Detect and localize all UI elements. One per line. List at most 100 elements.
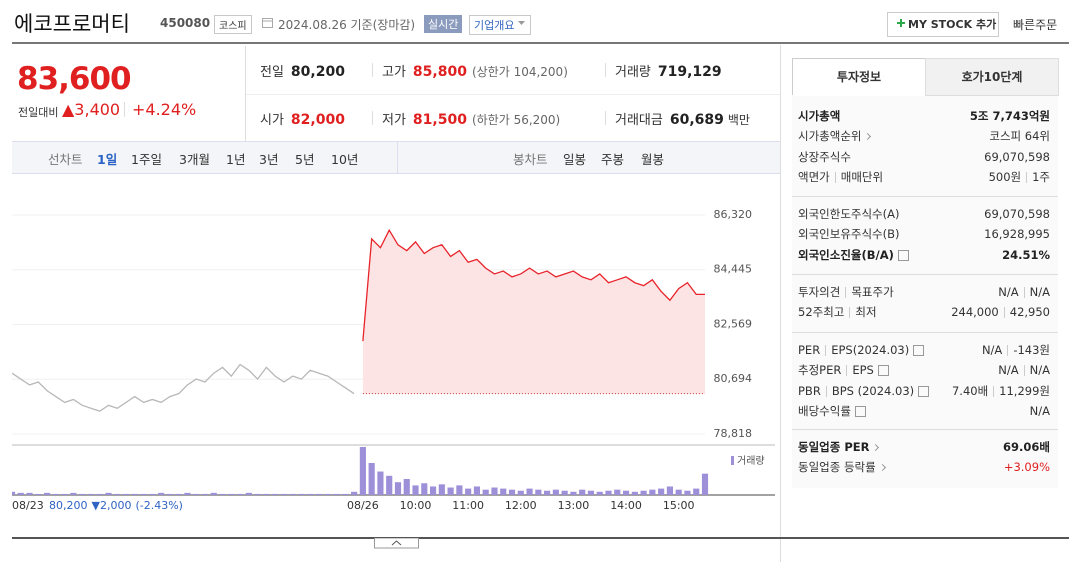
divider — [605, 63, 606, 77]
row-value: 500원 1주 — [989, 167, 1050, 187]
separator — [1026, 171, 1028, 183]
info-row: PER EPS(2024.03) N/A -143원 — [798, 340, 1050, 360]
chart-tab[interactable]: 3개월 — [179, 152, 210, 167]
stat-label: 전일 — [260, 65, 284, 80]
volume-bar — [447, 487, 454, 495]
volume-bar — [684, 490, 691, 495]
separator — [1023, 365, 1025, 377]
chart-tab[interactable]: 주봉 — [601, 152, 625, 167]
label-text: 배당수익률 — [798, 403, 851, 418]
info-row: 시가총액 5조 7,743억원 — [798, 106, 1050, 126]
panel-tab[interactable]: 호가10단계 — [925, 58, 1059, 96]
volume-bar — [175, 493, 182, 495]
label-text: EPS — [852, 363, 874, 378]
volume-bar — [324, 493, 331, 495]
stat-cell: 거래대금 60,689 백만 — [615, 109, 750, 128]
volume-bar — [87, 493, 95, 495]
y-tick-label: 86,320 — [714, 208, 753, 221]
change-label: 전일대비 — [18, 106, 59, 119]
chart-tab[interactable]: 3년 — [259, 152, 279, 167]
volume-bar — [403, 479, 410, 495]
volume-bar — [79, 493, 86, 495]
x-tick-label: 12:00 — [505, 499, 537, 512]
volume-bar — [96, 493, 103, 495]
chart-tab[interactable]: 1년 — [226, 152, 246, 167]
label-text: 외국인소진율(B/A) — [798, 247, 894, 262]
label-text: 액면가 — [798, 169, 830, 184]
mystock-label[interactable]: MY STOCK 추가 — [908, 18, 997, 31]
info-row: 동일업종 PER 69.06배 — [798, 437, 1050, 457]
stat-value: 85,800 — [412, 64, 467, 80]
info-row: 외국인보유주식수(B) 16,928,995 — [798, 224, 1050, 244]
volume-bar — [140, 493, 147, 495]
label-text: 목표주가 — [851, 285, 894, 299]
stat-sub: (하한가 56,200) — [471, 113, 561, 127]
stat-label: 고가 — [382, 65, 406, 80]
separator — [1003, 307, 1005, 319]
chart-tab[interactable]: 5년 — [295, 152, 315, 167]
volume-bar — [394, 482, 402, 495]
stat-cell: 시가 82,000 — [260, 109, 345, 128]
stat-sub: (상한가 104,200) — [471, 65, 568, 79]
footer-rate: (-2.43%) — [135, 499, 183, 512]
volume-bar — [465, 488, 472, 495]
row-label: 동일업종 PER — [798, 437, 880, 457]
value-text: N/A — [998, 285, 1019, 299]
volume-bar — [491, 487, 498, 495]
label-text: 추정PER — [798, 363, 842, 378]
stock-name: 에코프로머티 — [14, 12, 130, 36]
volume-bar — [228, 493, 235, 495]
volume-bar — [412, 485, 419, 495]
separator — [1007, 345, 1009, 356]
separator — [1023, 287, 1025, 298]
current-price: 83,600 — [17, 61, 132, 97]
volume-bar — [526, 488, 533, 495]
mystock-button[interactable] — [887, 12, 999, 37]
tab-label: 봉차트 — [513, 152, 548, 167]
volume-bar — [570, 491, 577, 495]
chart-tab[interactable]: 1주일 — [131, 152, 162, 167]
arrow-icon — [878, 464, 886, 472]
volume-bar — [658, 488, 665, 495]
stat-label: 시가 — [260, 113, 284, 128]
help-icon — [854, 405, 866, 417]
y-tick-label: 84,445 — [714, 263, 753, 276]
info-row: 상장주식수 69,070,598 — [798, 147, 1050, 167]
volume-bar — [237, 493, 244, 495]
line — [362, 228, 705, 342]
volume-bar — [61, 493, 68, 495]
chart-tab[interactable]: 1일 — [97, 152, 118, 167]
volume-bar — [166, 493, 173, 495]
panel-bg — [792, 96, 1058, 488]
volume-bar — [675, 489, 682, 495]
volume-bar — [342, 493, 349, 495]
volume-bar — [544, 490, 551, 495]
volume-bar — [631, 491, 638, 495]
help-icon — [913, 345, 925, 356]
label-text: 외국인보유주식수(B) — [798, 227, 900, 242]
stat-label: 거래량 — [615, 65, 651, 80]
stat-cell: 전일 80,200 — [260, 61, 345, 80]
volume-bar — [614, 489, 621, 495]
stat-unit: 백만 — [727, 113, 750, 127]
divider — [372, 63, 373, 77]
chart-tab[interactable]: 월봉 — [641, 152, 665, 167]
row-value: 69,070,598 — [984, 204, 1050, 224]
volume-bar — [368, 463, 375, 495]
legend-swatch — [731, 456, 734, 465]
quick-order[interactable]: 빠른주문 — [1013, 18, 1058, 32]
overview-button[interactable]: 기업개요 — [469, 15, 532, 35]
stat-value: 80,200 — [290, 64, 345, 80]
chart-tab[interactable]: 10년 — [331, 152, 359, 167]
y-tick-label: 80,694 — [714, 372, 753, 385]
realtime-badge[interactable]: 실시간 — [424, 15, 463, 33]
chart-tab[interactable]: 일봉 — [563, 152, 587, 167]
volume-bar — [307, 493, 314, 495]
label-text: 시가총액순위 — [798, 129, 862, 144]
stat-label: 저가 — [382, 113, 406, 128]
panel-tab[interactable]: 투자정보 — [792, 58, 926, 95]
volume-bar — [377, 471, 384, 495]
x-tick-label: 11:00 — [452, 499, 484, 512]
divider — [124, 102, 125, 117]
collapse-button[interactable] — [374, 538, 419, 549]
